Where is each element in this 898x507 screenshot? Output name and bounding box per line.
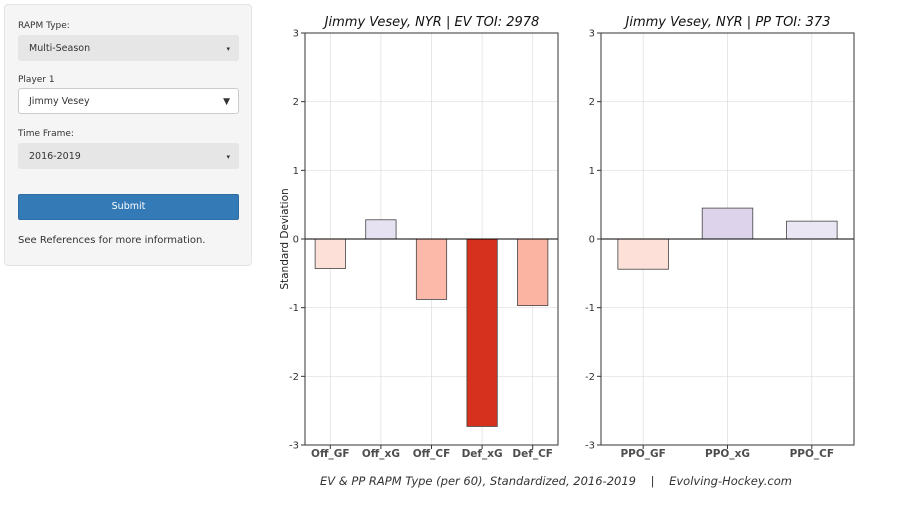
bar-ppo-xg — [701, 207, 754, 240]
bar-off-cf — [415, 238, 448, 300]
rapm-type-label: RAPM Type: — [18, 21, 70, 31]
time-frame-select[interactable]: 2016-2019 ▾ — [18, 143, 239, 169]
rapm-type-value: Multi-Season — [29, 43, 91, 54]
player-value: Jimmy Vesey — [29, 96, 90, 107]
y-tick-label: 0 — [293, 235, 299, 246]
x-tick-label: PPO_CF — [790, 448, 834, 460]
bar-off-gf — [314, 238, 346, 269]
bar-off-xg — [365, 219, 397, 240]
chevron-down-icon: ▾ — [226, 153, 230, 161]
y-tick-label: 2 — [589, 97, 595, 108]
y-tick-label: -1 — [585, 303, 595, 314]
x-tick-label: Def_xG — [462, 448, 503, 460]
chart-title: Jimmy Vesey, NYR | PP TOI: 373 — [623, 15, 831, 30]
bar-def-cf — [517, 238, 549, 307]
y-tick-label: -2 — [289, 372, 299, 383]
time-frame-value: 2016-2019 — [29, 151, 81, 162]
y-tick-label: -3 — [289, 441, 299, 452]
y-tick-label: -2 — [585, 372, 595, 383]
x-tick-label: Def_CF — [512, 448, 553, 460]
y-tick-label: 1 — [293, 166, 299, 177]
time-frame-label: Time Frame: — [18, 129, 74, 139]
chart-caption: EV & PP RAPM Type (per 60), Standardized… — [320, 474, 792, 488]
y-tick-label: 1 — [589, 166, 595, 177]
x-tick-label: Off_CF — [413, 448, 451, 460]
references-note: See References for more information. — [18, 235, 206, 246]
y-tick-label: -3 — [585, 441, 595, 452]
y-tick-label: 3 — [589, 29, 595, 40]
chevron-down-icon: ▼ — [223, 97, 230, 107]
x-tick-label: PPO_xG — [705, 448, 750, 460]
rapm-type-select[interactable]: Multi-Season ▾ — [18, 35, 239, 61]
chart-title: Jimmy Vesey, NYR | EV TOI: 2978 — [322, 15, 540, 30]
submit-button[interactable]: Submit — [18, 194, 239, 220]
y-tick-label: 3 — [293, 29, 299, 40]
input-panel: RAPM Type: Multi-Season ▾ Player 1 Jimmy… — [4, 4, 252, 266]
x-tick-label: Off_GF — [311, 448, 349, 460]
x-tick-label: Off_xG — [362, 448, 400, 460]
y-tick-label: 0 — [589, 235, 595, 246]
player-label: Player 1 — [18, 75, 55, 85]
y-tick-label: 2 — [293, 97, 299, 108]
y-tick-label: -1 — [289, 303, 299, 314]
y-axis-label: Standard Deviation — [279, 188, 291, 289]
bar-ppo-gf — [617, 238, 669, 270]
x-tick-label: PPO_GF — [620, 448, 665, 460]
bar-ppo-cf — [786, 220, 838, 240]
chevron-down-icon: ▾ — [226, 45, 230, 53]
player-select[interactable]: Jimmy Vesey ▼ — [18, 88, 239, 114]
bar-def-xg — [466, 238, 498, 427]
